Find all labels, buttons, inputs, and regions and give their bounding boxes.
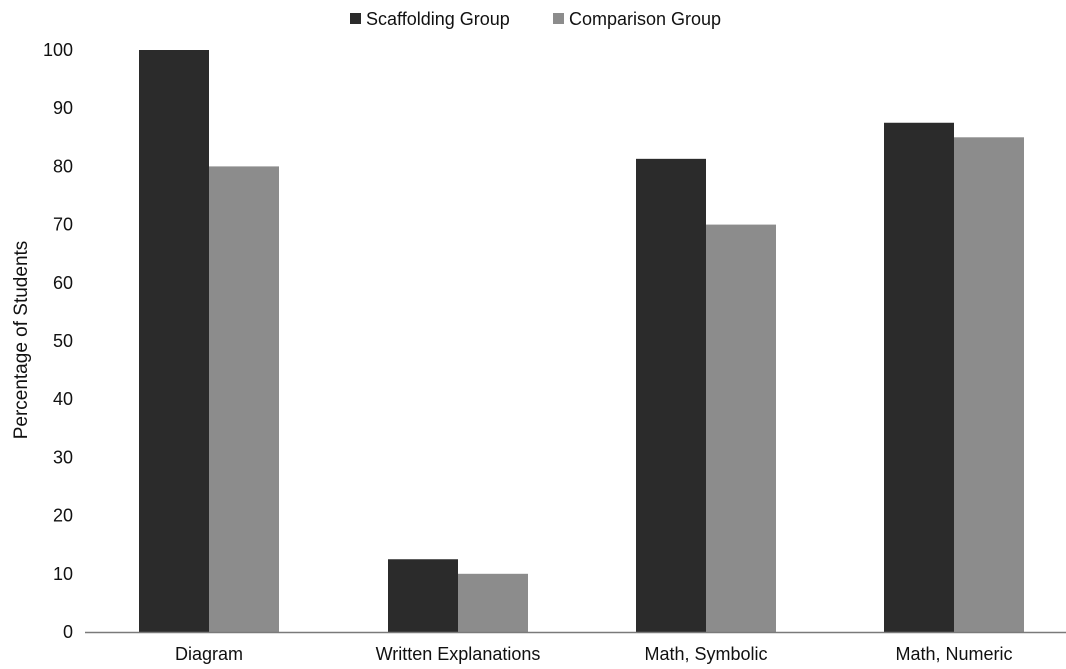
legend-label-comparison-group: Comparison Group — [569, 9, 721, 29]
bar-scaffolding-group-math-numeric — [884, 122, 954, 632]
y-tick-label: 40 — [53, 389, 73, 409]
legend-swatch-comparison-group — [553, 13, 564, 24]
legend-label-scaffolding-group: Scaffolding Group — [366, 9, 510, 29]
bar-scaffolding-group-math-symbolic — [636, 158, 706, 633]
bar-comparison-group-math-numeric — [954, 137, 1024, 633]
bar-scaffolding-group-diagram — [139, 50, 209, 632]
y-tick-label: 0 — [63, 622, 73, 642]
bars — [139, 50, 1024, 633]
legend: Scaffolding Group Comparison Group — [350, 9, 721, 29]
y-tick-label: 60 — [53, 273, 73, 293]
bar-comparison-group-math-symbolic — [706, 224, 776, 632]
y-tick-label: 30 — [53, 447, 73, 467]
bar-comparison-group-diagram — [209, 166, 279, 632]
x-category-label-diagram: Diagram — [175, 644, 243, 664]
x-axis-labels: Diagram Written Explanations Math, Symboli… — [175, 644, 1013, 664]
y-tick-label: 80 — [53, 156, 73, 176]
y-tick-label: 70 — [53, 215, 73, 235]
y-axis-title: Percentage of Students — [11, 241, 32, 440]
y-tick-label: 20 — [53, 506, 73, 526]
x-category-label-math-numeric: Math, Numeric — [895, 644, 1012, 664]
y-tick-label: 10 — [53, 564, 73, 584]
bar-scaffolding-group-written-explanations — [388, 559, 458, 632]
bar-comparison-group-written-explanations — [458, 573, 528, 632]
y-tick-label: 50 — [53, 331, 73, 351]
x-category-label-math-symbolic: Math, Symbolic — [644, 644, 767, 664]
x-category-label-written-explanations: Written Explanations — [376, 644, 541, 664]
y-tick-label: 90 — [53, 98, 73, 118]
y-tick-label: 100 — [43, 40, 73, 60]
y-axis-ticks: 0 10 20 30 40 50 60 70 80 90 100 — [43, 40, 73, 642]
legend-swatch-scaffolding-group — [350, 13, 361, 24]
